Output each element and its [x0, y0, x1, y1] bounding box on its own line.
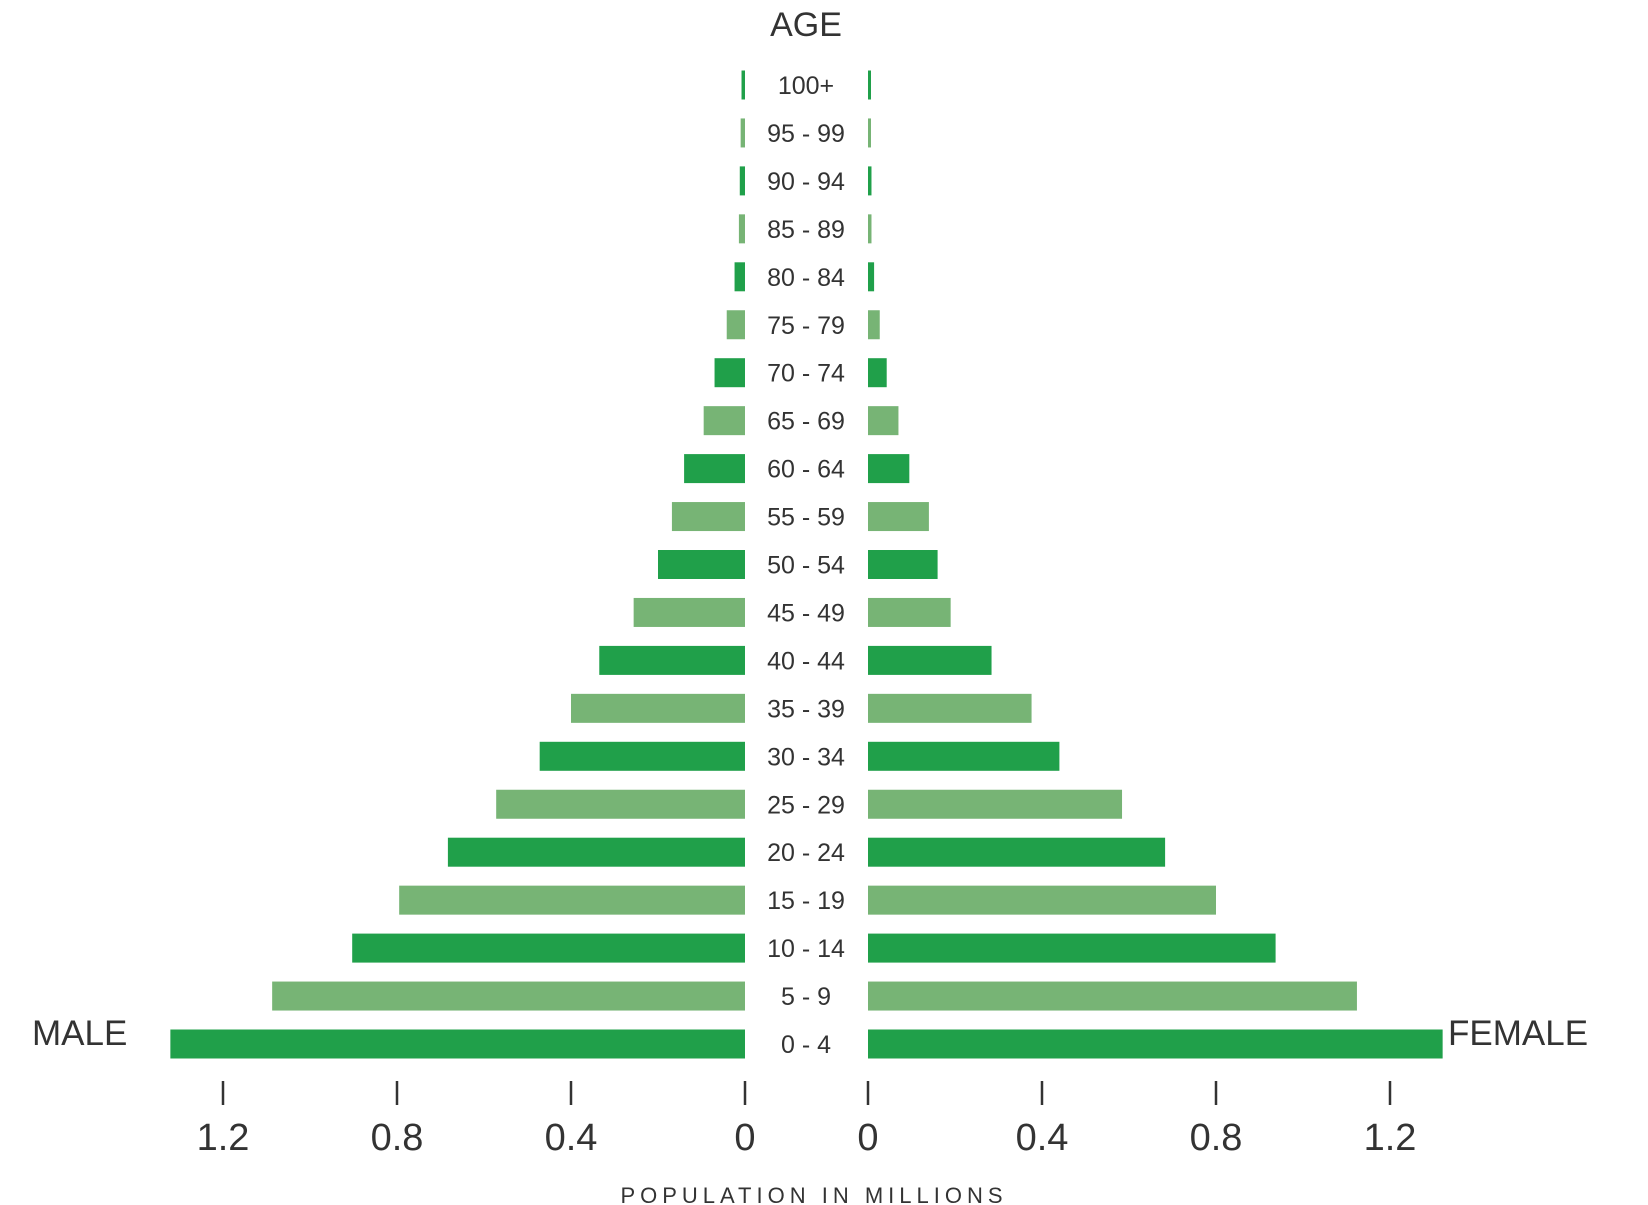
age-label-60-64: 60 - 64	[767, 456, 845, 484]
age-label-0-4: 0 - 4	[781, 1031, 831, 1059]
male-label: MALE	[32, 1014, 127, 1053]
x-tick-label-right-1-2: 1.2	[1364, 1117, 1417, 1159]
female-bar-80-84	[868, 262, 875, 292]
male-bar-0-4	[170, 1029, 746, 1059]
age-label-80-84: 80 - 84	[767, 264, 845, 292]
x-tick-label-right-0-8: 0.8	[1190, 1117, 1243, 1159]
male-bar-20-24	[447, 837, 745, 867]
x-axis-ticks: 1.2 0.8 0.4 0 0 0.4 0.8 1.2	[197, 1081, 1417, 1159]
age-label-20-24: 20 - 24	[767, 839, 845, 867]
age-label-45-49: 45 - 49	[767, 599, 845, 627]
female-bar-10-14	[868, 933, 1276, 963]
male-bar-5-9	[272, 981, 745, 1011]
male-bar-70-74	[714, 358, 745, 388]
female-bar-95-99	[868, 118, 871, 148]
female-bar-55-59	[868, 502, 929, 532]
age-labels-group: 100+ 95 - 99 90 - 94 85 - 89 80 - 84 75 - 79 7…	[767, 72, 845, 1059]
female-bar-50-54	[868, 550, 938, 579]
age-label-100plus: 100+	[778, 72, 834, 100]
female-bar-70-74	[868, 358, 887, 388]
age-label-30-34: 30 - 34	[767, 743, 845, 771]
x-tick-label-left-0-8: 0.8	[371, 1117, 424, 1159]
female-bar-45-49	[868, 597, 951, 627]
male-bar-10-14	[352, 933, 745, 963]
bars-group	[170, 70, 1443, 1059]
age-axis-title: AGE	[770, 6, 842, 44]
age-label-70-74: 70 - 74	[767, 360, 845, 388]
male-bar-40-44	[599, 645, 745, 675]
male-bar-50-54	[658, 550, 745, 579]
female-bar-0-4	[868, 1029, 1443, 1059]
age-label-95-99: 95 - 99	[767, 120, 845, 148]
female-label: FEMALE	[1448, 1014, 1588, 1053]
age-label-5-9: 5 - 9	[781, 983, 831, 1011]
x-tick-label-left-0: 0	[734, 1117, 755, 1159]
male-bar-30-34	[539, 741, 745, 771]
age-label-10-14: 10 - 14	[767, 935, 845, 963]
male-bar-65-69	[703, 406, 745, 436]
male-bar-15-19	[399, 885, 745, 915]
age-label-75-79: 75 - 79	[767, 312, 845, 340]
female-bar-20-24	[868, 837, 1166, 867]
age-label-40-44: 40 - 44	[767, 647, 845, 675]
male-bar-75-79	[726, 310, 745, 340]
age-label-90-94: 90 - 94	[767, 168, 845, 196]
female-bar-35-39	[868, 693, 1032, 723]
female-bar-30-34	[868, 741, 1060, 771]
female-bar-75-79	[868, 310, 880, 340]
x-tick-label-right-0-4: 0.4	[1016, 1117, 1069, 1159]
male-bar-80-84	[734, 262, 745, 292]
female-bar-25-29	[868, 789, 1123, 819]
x-tick-label-left-1-2: 1.2	[197, 1117, 250, 1159]
male-bar-25-29	[496, 789, 745, 819]
male-bar-90-94	[739, 166, 745, 196]
male-bar-100plus	[741, 70, 745, 100]
female-bar-15-19	[868, 885, 1216, 915]
female-bar-90-94	[868, 166, 872, 196]
x-axis-title: POPULATION IN MILLIONS	[620, 1183, 1007, 1205]
age-label-25-29: 25 - 29	[767, 791, 845, 819]
age-label-15-19: 15 - 19	[767, 887, 845, 915]
female-bar-5-9	[868, 981, 1357, 1011]
age-label-55-59: 55 - 59	[767, 504, 845, 532]
male-bar-35-39	[571, 693, 745, 723]
age-label-85-89: 85 - 89	[767, 216, 845, 244]
female-bar-85-89	[868, 214, 872, 244]
age-label-65-69: 65 - 69	[767, 408, 845, 436]
female-bar-100plus	[868, 70, 871, 100]
male-bar-45-49	[633, 597, 745, 627]
male-bar-85-89	[738, 214, 745, 244]
x-tick-label-right-0: 0	[857, 1117, 878, 1159]
female-bar-40-44	[868, 645, 992, 675]
x-tick-label-left-0-4: 0.4	[545, 1117, 598, 1159]
female-bar-60-64	[868, 454, 910, 484]
age-label-35-39: 35 - 39	[767, 695, 845, 723]
male-bar-60-64	[684, 454, 745, 484]
male-bar-55-59	[671, 502, 745, 532]
female-bar-65-69	[868, 406, 899, 436]
male-bar-95-99	[740, 118, 745, 148]
age-label-50-54: 50 - 54	[767, 552, 845, 580]
